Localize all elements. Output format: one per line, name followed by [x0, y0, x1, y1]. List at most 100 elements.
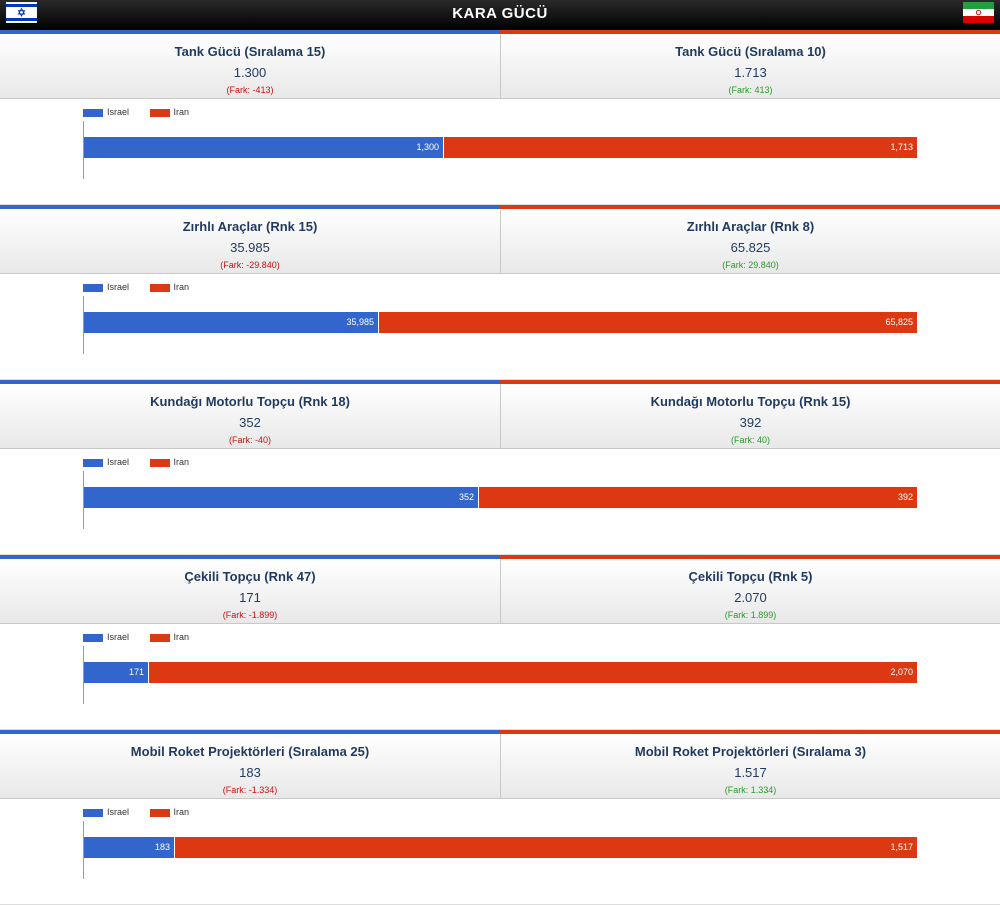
legend-swatch	[149, 108, 170, 117]
stat-value: 392	[739, 415, 762, 430]
legend-swatch	[149, 458, 170, 467]
bar-track: 171 2,070	[84, 662, 917, 683]
bar-iran: 1,713	[443, 137, 917, 158]
israel-stripe	[0, 555, 500, 559]
bar-label: 392	[897, 492, 913, 502]
chart-axis	[83, 821, 84, 879]
legend-swatch	[149, 283, 170, 292]
israel-flag-icon	[6, 2, 37, 23]
israel-stat-panel: Çekili Topçu (Rnk 47) 171 (Fark: -1.899)	[0, 559, 501, 624]
stat-value: 1.300	[233, 65, 267, 80]
stat-value: 1.517	[734, 765, 767, 780]
bar-israel: 1,300	[84, 137, 443, 158]
legend-label: Israel	[107, 457, 130, 467]
stat-difference: (Fark: 413)	[728, 85, 773, 95]
iran-stripe	[500, 730, 1000, 734]
legend-item-israel: Israel	[83, 457, 129, 467]
chart-axis	[83, 646, 84, 704]
stat-value: 1.713	[734, 65, 767, 80]
bar-iran: 65,825	[378, 312, 917, 333]
stat-label: Kundağı Motorlu Topçu (Rnk 18)	[150, 394, 350, 409]
chart-legend: Israel Iran	[83, 107, 207, 117]
iran-stripe	[500, 30, 1000, 34]
legend-item-iran: Iran	[149, 282, 189, 292]
bar-label: 183	[154, 842, 170, 852]
iran-stat-panel: Kundağı Motorlu Topçu (Rnk 15) 392 (Fark…	[501, 384, 1000, 449]
israel-stripe	[0, 205, 500, 209]
sections-container: Tank Gücü (Sıralama 15) 1.300 (Fark: -41…	[0, 30, 1000, 905]
stacked-bar-chart: Israel Iran 183 1,517	[0, 799, 1000, 905]
bar-track: 352 392	[84, 487, 917, 508]
legend-label: Israel	[107, 107, 130, 117]
stat-label: Mobil Roket Projektörleri (Sıralama 3)	[634, 744, 867, 759]
chart-legend: Israel Iran	[83, 282, 207, 292]
bar-label: 1,713	[890, 142, 913, 152]
iran-stripe	[500, 380, 1000, 384]
legend-swatch	[149, 808, 170, 817]
stat-value: 2.070	[734, 590, 767, 605]
bar-israel: 352	[84, 487, 478, 508]
chart-axis	[83, 121, 84, 179]
israel-stat-panel: Mobil Roket Projektörleri (Sıralama 25) …	[0, 734, 501, 799]
stat-label: Kundağı Motorlu Topçu (Rnk 15)	[650, 394, 851, 409]
legend-item-israel: Israel	[83, 282, 129, 292]
chart-legend: Israel Iran	[83, 632, 207, 642]
legend-swatch	[83, 458, 103, 467]
legend-label: Iran	[173, 107, 190, 117]
stacked-bar-chart: Israel Iran 35,985 65,825	[0, 274, 1000, 380]
stat-difference: (Fark: -40)	[228, 435, 271, 445]
stat-label: Zırhlı Araçlar (Rnk 15)	[182, 219, 318, 234]
chart-legend: Israel Iran	[83, 807, 207, 817]
bar-israel: 171	[84, 662, 148, 683]
bar-israel: 35,985	[84, 312, 378, 333]
section-divider	[0, 379, 1000, 380]
stat-label: Zırhlı Araçlar (Rnk 8)	[686, 219, 815, 234]
chart-axis	[83, 471, 84, 529]
legend-label: Iran	[173, 632, 190, 642]
legend-label: Iran	[173, 807, 190, 817]
comparison-section: Mobil Roket Projektörleri (Sıralama 25) …	[0, 730, 1000, 905]
stat-difference: (Fark: 1.334)	[724, 785, 777, 795]
bar-label: 1,517	[890, 842, 913, 852]
stat-label: Çekili Topçu (Rnk 5)	[688, 569, 813, 584]
chart-axis	[83, 296, 84, 354]
stat-difference: (Fark: -1.899)	[222, 610, 278, 620]
bar-iran: 2,070	[148, 662, 917, 683]
section-divider	[0, 729, 1000, 730]
legend-swatch	[83, 283, 103, 292]
legend-item-israel: Israel	[83, 807, 129, 817]
stat-difference: (Fark: -1.334)	[222, 785, 278, 795]
bar-track: 35,985 65,825	[84, 312, 917, 333]
stat-value: 183	[239, 765, 261, 780]
bar-iran: 1,517	[174, 837, 917, 858]
comparison-section: Tank Gücü (Sıralama 15) 1.300 (Fark: -41…	[0, 30, 1000, 205]
stat-value: 35.985	[230, 240, 270, 255]
legend-item-israel: Israel	[83, 107, 129, 117]
section-divider	[0, 204, 1000, 205]
section-divider	[0, 554, 1000, 555]
legend-label: Israel	[107, 632, 130, 642]
iran-flag-icon	[963, 2, 994, 23]
israel-stat-panel: Tank Gücü (Sıralama 15) 1.300 (Fark: -41…	[0, 34, 501, 99]
iran-stripe	[500, 205, 1000, 209]
legend-swatch	[83, 108, 103, 117]
stat-label: Tank Gücü (Sıralama 10)	[675, 44, 826, 59]
legend-item-israel: Israel	[83, 632, 129, 642]
legend-item-iran: Iran	[149, 457, 189, 467]
bar-label: 2,070	[890, 667, 913, 677]
bar-label: 352	[458, 492, 474, 502]
stat-value: 352	[239, 415, 261, 430]
comparison-section: Çekili Topçu (Rnk 47) 171 (Fark: -1.899)…	[0, 555, 1000, 730]
bar-label: 171	[128, 667, 144, 677]
bar-israel: 183	[84, 837, 174, 858]
legend-swatch	[83, 633, 103, 642]
stacked-bar-chart: Israel Iran 171 2,070	[0, 624, 1000, 730]
legend-swatch	[149, 633, 170, 642]
israel-stat-panel: Kundağı Motorlu Topçu (Rnk 18) 352 (Fark…	[0, 384, 501, 449]
israel-stripe	[0, 30, 500, 34]
stat-difference: (Fark: 40)	[730, 435, 770, 445]
stacked-bar-chart: Israel Iran 1,300 1,713	[0, 99, 1000, 205]
stat-difference: (Fark: 1.899)	[724, 610, 777, 620]
page-title: KARA GÜCÜ	[452, 5, 548, 22]
comparison-section: Kundağı Motorlu Topçu (Rnk 18) 352 (Fark…	[0, 380, 1000, 555]
